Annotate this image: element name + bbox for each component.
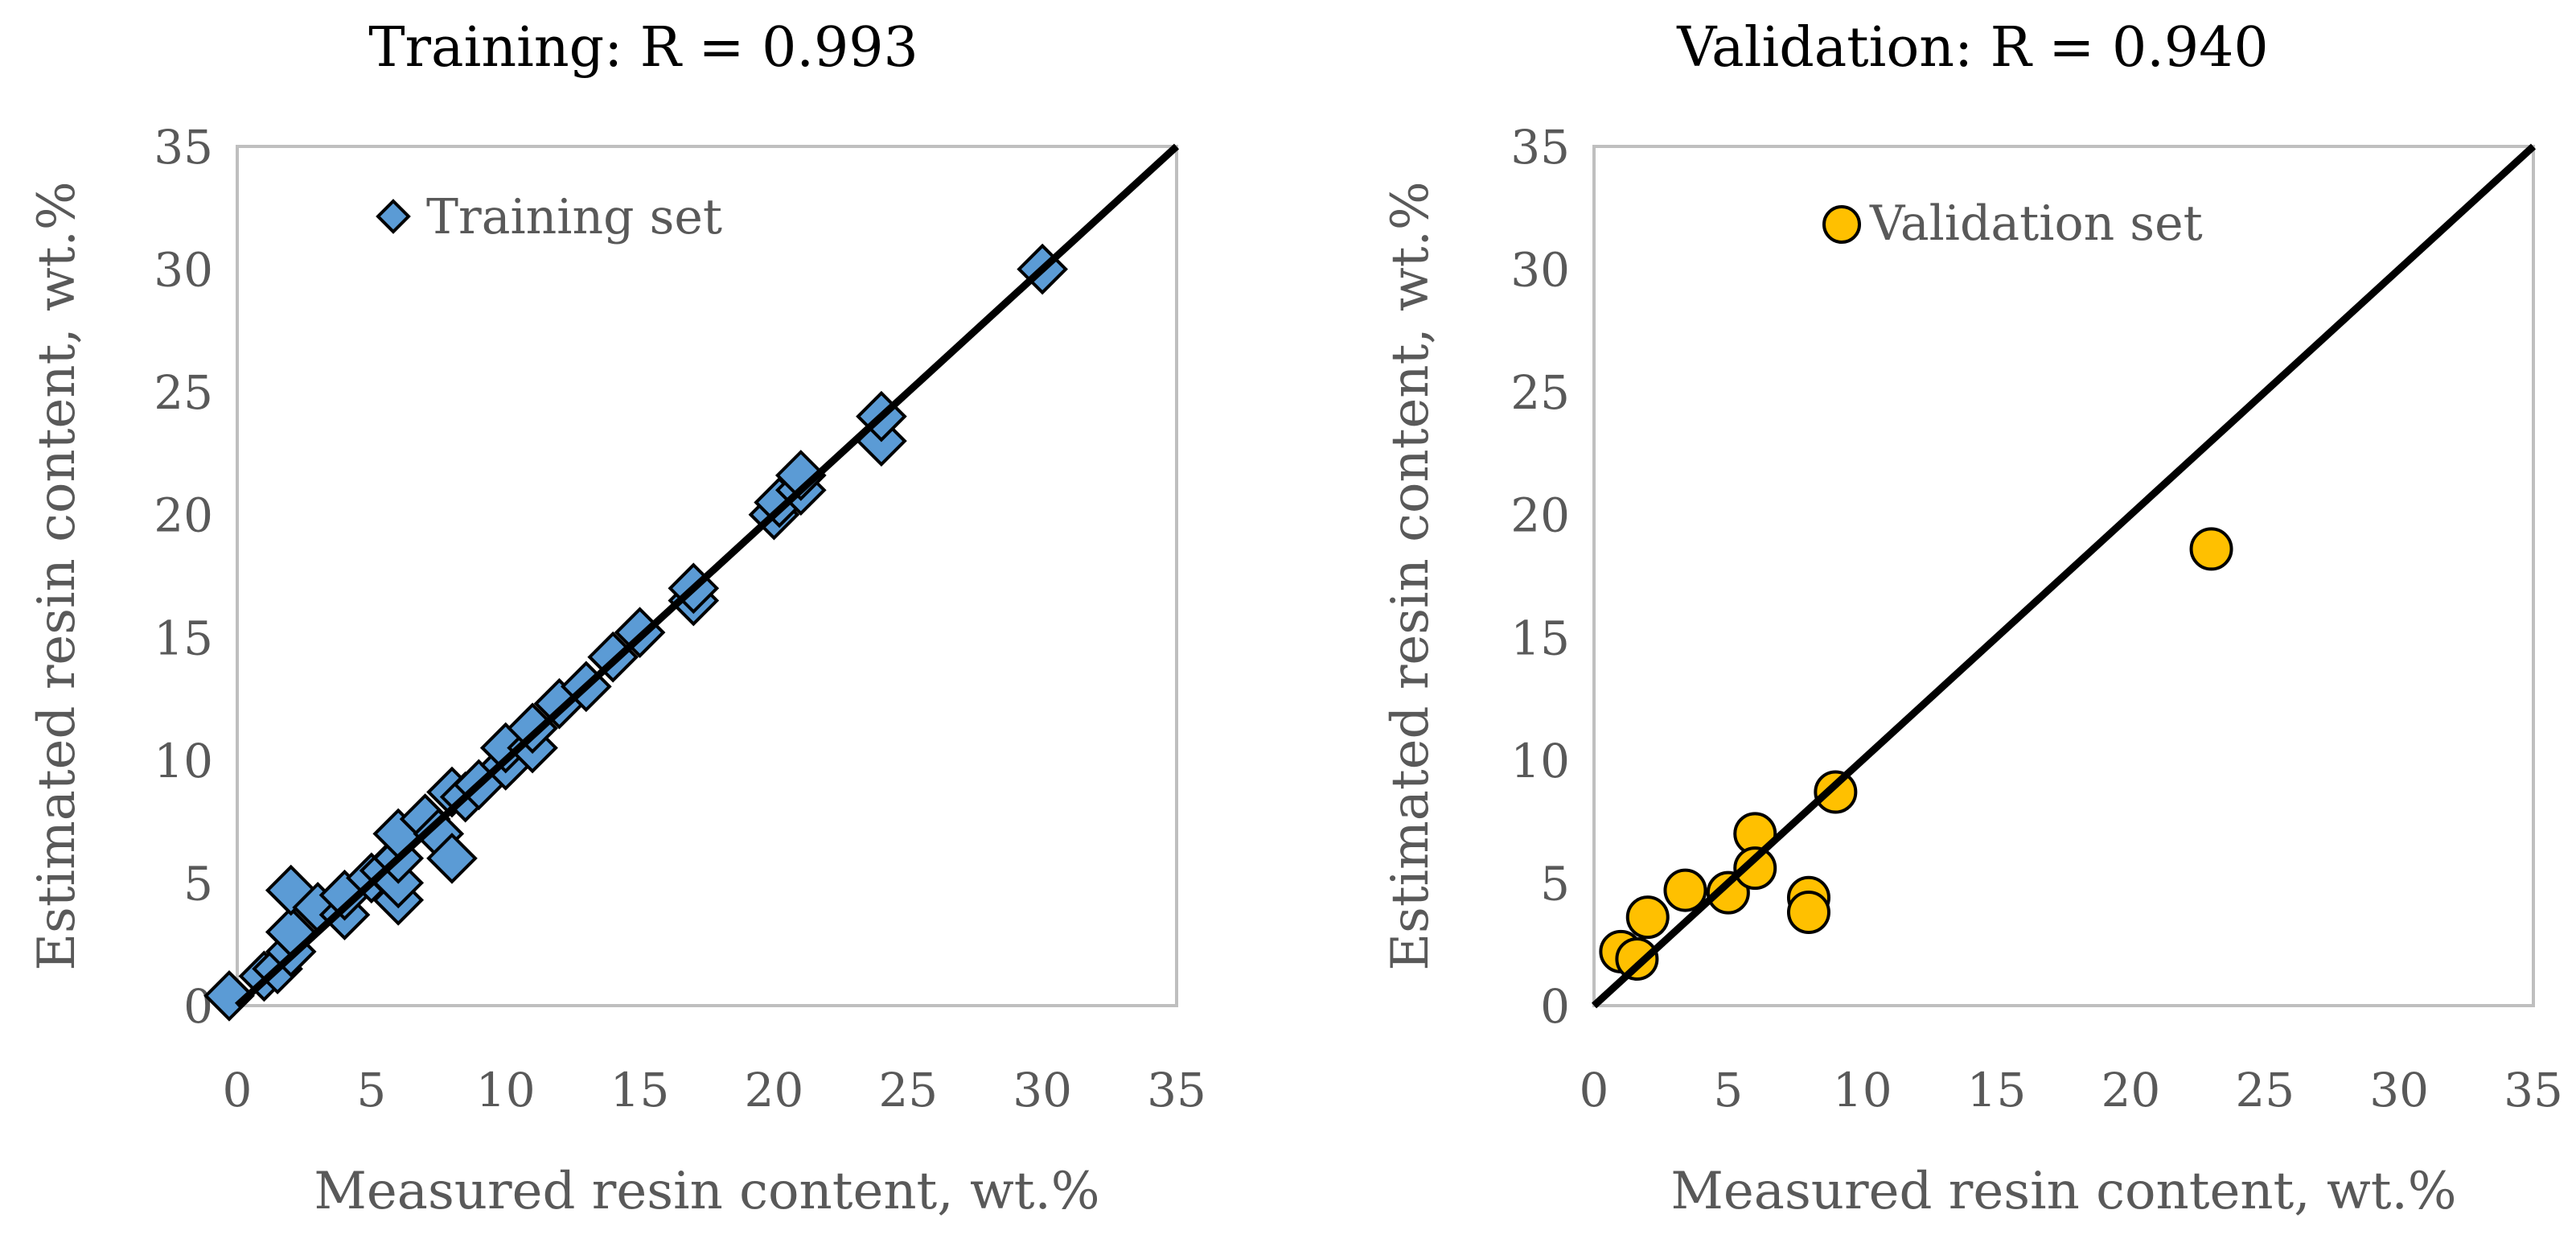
training-x-tick-10: 10 xyxy=(476,1063,536,1117)
validation-x-tick-25: 25 xyxy=(2235,1063,2295,1117)
training-point-34 xyxy=(774,450,827,501)
validation-marks xyxy=(1591,143,2537,1009)
validation-y-tick-35: 35 xyxy=(1510,120,1570,175)
validation-legend-label: Validation set xyxy=(1869,195,2203,252)
validation-y-tick-10: 10 xyxy=(1510,734,1570,788)
training-y-tick-20: 20 xyxy=(154,488,213,543)
validation-point-2 xyxy=(1625,895,1670,940)
training-y-tick-5: 5 xyxy=(183,856,213,911)
validation-chart: Validation: R = 0.940 0 5 10 15 20 25 30 35 0 5 1… xyxy=(1381,16,2563,1221)
validation-legend: Validation set xyxy=(1822,195,2203,252)
training-point-0 xyxy=(203,969,255,1022)
validation-y-tick-30: 30 xyxy=(1510,243,1570,298)
validation-y-tick-25: 25 xyxy=(1510,365,1570,420)
training-x-tick-15: 15 xyxy=(610,1063,670,1117)
validation-y-axis-label: Estimated resin content, wt.% xyxy=(1381,181,1440,970)
validation-x-tick-35: 35 xyxy=(2504,1063,2563,1117)
validation-y-tick-5: 5 xyxy=(1540,856,1570,911)
training-y-tick-35: 35 xyxy=(154,120,213,175)
training-chart-title: Training: R = 0.993 xyxy=(368,16,918,80)
training-point-17 xyxy=(426,833,478,884)
validation-x-tick-20: 20 xyxy=(2101,1063,2161,1117)
training-x-tick-0: 0 xyxy=(223,1063,253,1117)
validation-x-tick-5: 5 xyxy=(1713,1063,1743,1117)
validation-point-8 xyxy=(1786,891,1830,935)
validation-y-tick-0: 0 xyxy=(1540,979,1570,1034)
validation-x-tick-labels: 0 5 10 15 20 25 30 35 xyxy=(1580,1063,2563,1117)
validation-point-10 xyxy=(2189,527,2233,571)
validation-y-tick-20: 20 xyxy=(1510,488,1570,543)
training-x-tick-20: 20 xyxy=(745,1063,804,1117)
validation-x-tick-10: 10 xyxy=(1833,1063,1892,1117)
training-chart: Training: R = 0.993 0 5 10 15 20 25 30 35 0 5 10 1… xyxy=(27,16,1206,1221)
training-y-tick-10: 10 xyxy=(154,734,213,788)
training-x-tick-5: 5 xyxy=(356,1063,386,1117)
training-plot-area xyxy=(236,145,1178,1007)
validation-y-tick-labels: 0 5 10 15 20 25 30 35 xyxy=(1510,120,1570,1034)
training-y-tick-30: 30 xyxy=(154,243,213,298)
validation-chart-title: Validation: R = 0.940 xyxy=(1676,16,2268,80)
validation-x-tick-30: 30 xyxy=(2369,1063,2429,1117)
training-x-tick-25: 25 xyxy=(878,1063,938,1117)
training-y-tick-0: 0 xyxy=(183,979,213,1034)
validation-reference-line xyxy=(1591,143,2537,1009)
validation-legend-circle-icon xyxy=(1822,205,1861,244)
validation-plot-area xyxy=(1592,145,2535,1007)
validation-point-1 xyxy=(1615,937,1659,981)
training-y-axis-label: Estimated resin content, wt.% xyxy=(27,181,87,970)
training-x-tick-30: 30 xyxy=(1013,1063,1072,1117)
validation-x-tick-0: 0 xyxy=(1580,1063,1609,1117)
training-x-tick-35: 35 xyxy=(1147,1063,1206,1117)
training-legend: Training set xyxy=(376,189,722,245)
validation-point-3 xyxy=(1663,868,1707,912)
training-legend-diamond-icon xyxy=(376,199,411,234)
validation-point-4 xyxy=(1706,870,1750,915)
training-y-tick-labels: 0 5 10 15 20 25 30 35 xyxy=(154,120,213,1034)
training-y-tick-25: 25 xyxy=(154,365,213,420)
validation-point-6 xyxy=(1733,846,1777,891)
training-x-tick-labels: 0 5 10 15 20 25 30 35 xyxy=(223,1063,1206,1117)
validation-point-9 xyxy=(1814,770,1858,814)
training-reference-line xyxy=(234,143,1180,1009)
training-marks xyxy=(203,143,1180,1022)
training-x-axis-label: Measured resin content, wt.% xyxy=(314,1162,1099,1221)
validation-y-tick-15: 15 xyxy=(1510,611,1570,665)
training-y-tick-15: 15 xyxy=(154,611,213,665)
validation-x-axis-label: Measured resin content, wt.% xyxy=(1670,1162,2456,1221)
validation-x-tick-15: 15 xyxy=(1967,1063,2027,1117)
training-legend-label: Training set xyxy=(426,189,722,245)
